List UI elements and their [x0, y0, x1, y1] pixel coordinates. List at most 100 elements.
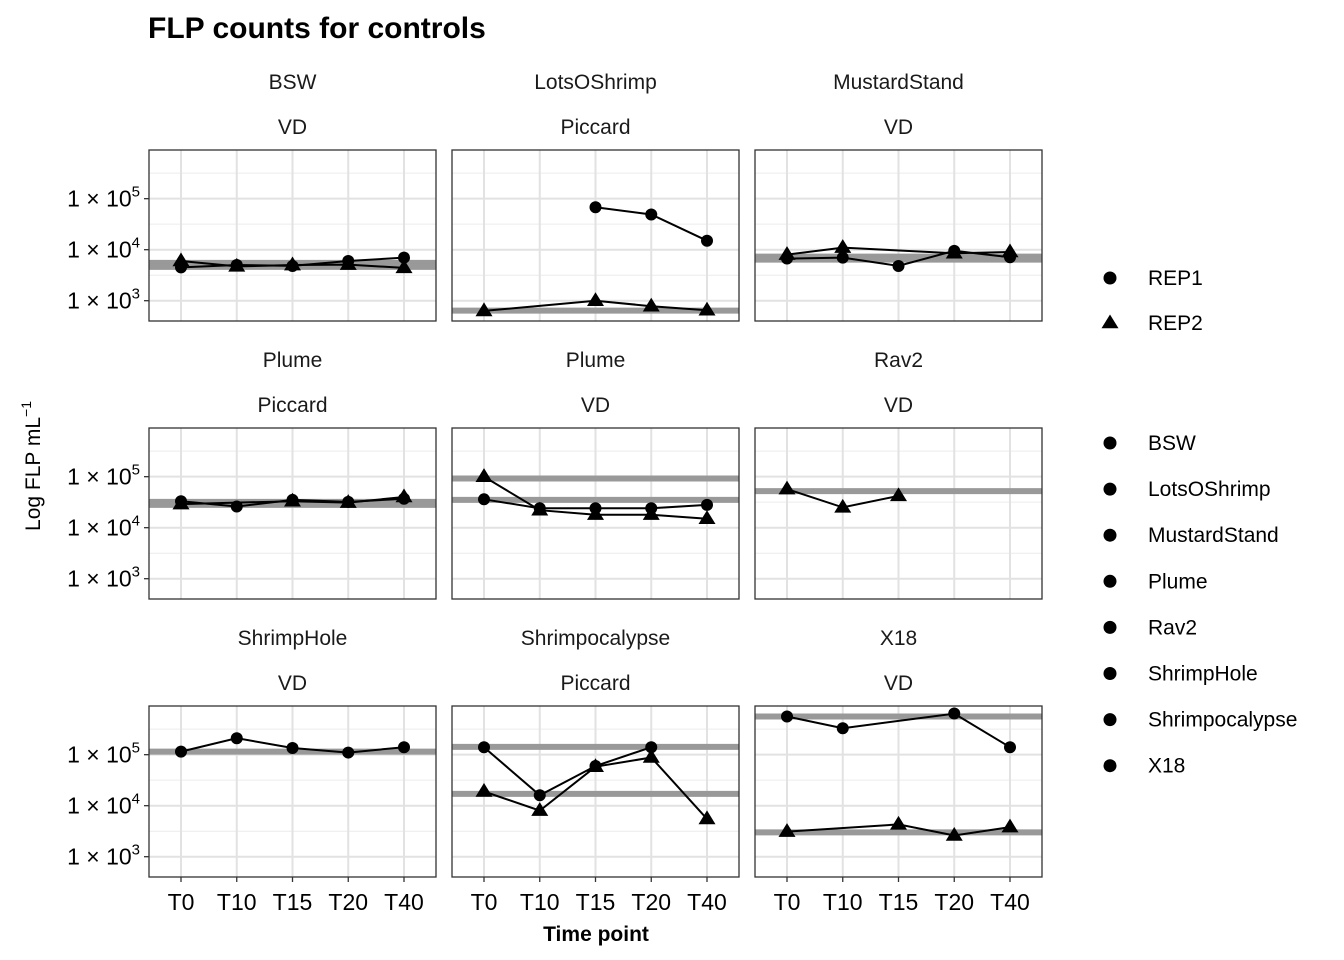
- strip-cruise-label: Piccard: [560, 116, 630, 139]
- legend-key-circle: [1103, 574, 1117, 588]
- panel-plot-area: [149, 706, 436, 877]
- x-tick-label: T10: [217, 889, 257, 915]
- data-point-rep1: [836, 722, 849, 735]
- legend-key-circle: [1103, 271, 1117, 285]
- data-point-rep2: [228, 257, 246, 272]
- data-point-rep2: [778, 823, 796, 837]
- x-tick-label: T20: [934, 889, 974, 915]
- x-tick-label: T20: [328, 889, 368, 915]
- chart-title: FLP counts for controls: [148, 12, 486, 45]
- data-point-rep2: [172, 252, 190, 267]
- data-point-rep2: [698, 810, 716, 825]
- y-axis-label: Log FLP mL−1: [18, 401, 45, 531]
- strip-site-label: X18: [880, 627, 917, 650]
- y-tick-label: 1 × 103: [67, 564, 140, 592]
- y-tick-exponent: 5: [132, 462, 140, 479]
- panel-plot-area: [755, 428, 1042, 599]
- legend-label-site: X18: [1148, 755, 1185, 778]
- panel-5: Rav2 VD: [754, 349, 1043, 600]
- y-tick-exponent: 4: [132, 513, 140, 530]
- data-point-rep2: [642, 749, 660, 763]
- data-point-rep1: [398, 741, 410, 754]
- y-tick-exponent: 3: [132, 564, 140, 581]
- y-axis-label-text: Log FLP mL: [22, 417, 45, 531]
- panel-plot-area: [452, 706, 739, 877]
- data-point-rep2: [834, 239, 852, 253]
- data-point-rep1: [892, 259, 905, 272]
- y-axis-label-superscript: −1: [18, 401, 34, 417]
- legend-label-site: LotsOShrimp: [1148, 478, 1271, 501]
- data-point-rep1: [701, 234, 713, 247]
- y-tick-label: 1 × 104: [67, 791, 140, 819]
- strip-site-label: ShrimpHole: [238, 627, 348, 650]
- legend-label-site: Shrimpocalypse: [1148, 709, 1297, 732]
- panel-plot-area: [149, 150, 436, 321]
- data-point-rep2: [698, 301, 716, 316]
- strip-cruise-label: Piccard: [257, 394, 327, 417]
- y-tick-label: 1 × 104: [67, 513, 140, 541]
- panel-border: [754, 149, 1043, 322]
- data-point-rep2: [284, 492, 301, 507]
- panel-1: LotsOShrimp Piccard: [451, 71, 740, 322]
- strip-cruise-label: VD: [884, 116, 913, 139]
- panel-plot-area: [452, 150, 739, 321]
- strip-cruise-label: VD: [278, 116, 307, 139]
- series-line-rep2: [180, 496, 405, 506]
- strip-site-label: BSW: [269, 71, 317, 94]
- legend-label-site: ShrimpHole: [1148, 663, 1258, 686]
- data-point-rep2: [945, 827, 963, 841]
- data-point-rep2: [587, 292, 604, 306]
- strip-site-label: Plume: [566, 349, 626, 372]
- data-point-rep2: [587, 506, 604, 520]
- data-point-rep1: [781, 710, 793, 723]
- legend-key-triangle: [1101, 314, 1119, 329]
- series-line-rep2: [786, 246, 1011, 256]
- data-point-rep2: [475, 468, 493, 482]
- data-point-rep1: [948, 707, 961, 720]
- y-tick-label: 1 × 105: [67, 462, 140, 490]
- y-tick-label: 1 × 104: [67, 235, 140, 263]
- legend-label-site: Rav2: [1148, 616, 1197, 639]
- legend: REP1 REP2 BSW LotsOShrimp MustardStand Plume R…: [1101, 267, 1297, 778]
- strip-cruise-label: VD: [884, 394, 913, 417]
- data-point-rep2: [1001, 243, 1019, 258]
- x-tick-label: T15: [273, 889, 313, 915]
- legend-key-circle: [1103, 620, 1117, 634]
- y-tick-label: 1 × 103: [67, 286, 140, 314]
- data-point-rep2: [1001, 818, 1019, 833]
- data-point-rep1: [645, 741, 658, 754]
- y-tick-base: 1 × 10: [67, 237, 132, 263]
- x-tick-label: T40: [990, 889, 1030, 915]
- data-point-rep2: [778, 246, 796, 260]
- series-line-rep2: [786, 823, 1011, 837]
- strip-cruise-label: VD: [581, 394, 610, 417]
- panel-3: Plume Piccard: [148, 349, 437, 600]
- data-point-rep1: [533, 789, 546, 802]
- legend-key-circle: [1103, 436, 1117, 450]
- legend-key-circle: [1103, 759, 1117, 773]
- strip-cruise-label: VD: [278, 672, 307, 695]
- strip-site-label: Shrimpocalypse: [521, 627, 670, 650]
- panel-6: ShrimpHole VD: [148, 627, 437, 878]
- strip-site-label: MustardStand: [833, 71, 964, 94]
- legend-key-circle: [1103, 482, 1117, 496]
- y-tick-label: 1 × 103: [67, 842, 140, 870]
- data-point-rep2: [475, 302, 493, 317]
- series-line-rep1: [483, 746, 652, 797]
- data-point-rep2: [587, 758, 604, 773]
- y-tick-exponent: 4: [132, 235, 140, 252]
- panel-plot-area: [755, 706, 1042, 877]
- legend-label-site: Plume: [1148, 570, 1208, 593]
- x-tick-label: T10: [823, 889, 863, 915]
- y-tick-base: 1 × 10: [67, 288, 132, 314]
- panel-plot-area: [452, 428, 739, 599]
- data-point-rep1: [1004, 741, 1016, 754]
- y-tick-exponent: 3: [132, 286, 140, 303]
- data-point-rep1: [398, 251, 410, 264]
- data-point-rep1: [286, 742, 299, 755]
- x-axis-label: Time point: [543, 923, 649, 946]
- panel-2: MustardStand VD: [754, 71, 1043, 322]
